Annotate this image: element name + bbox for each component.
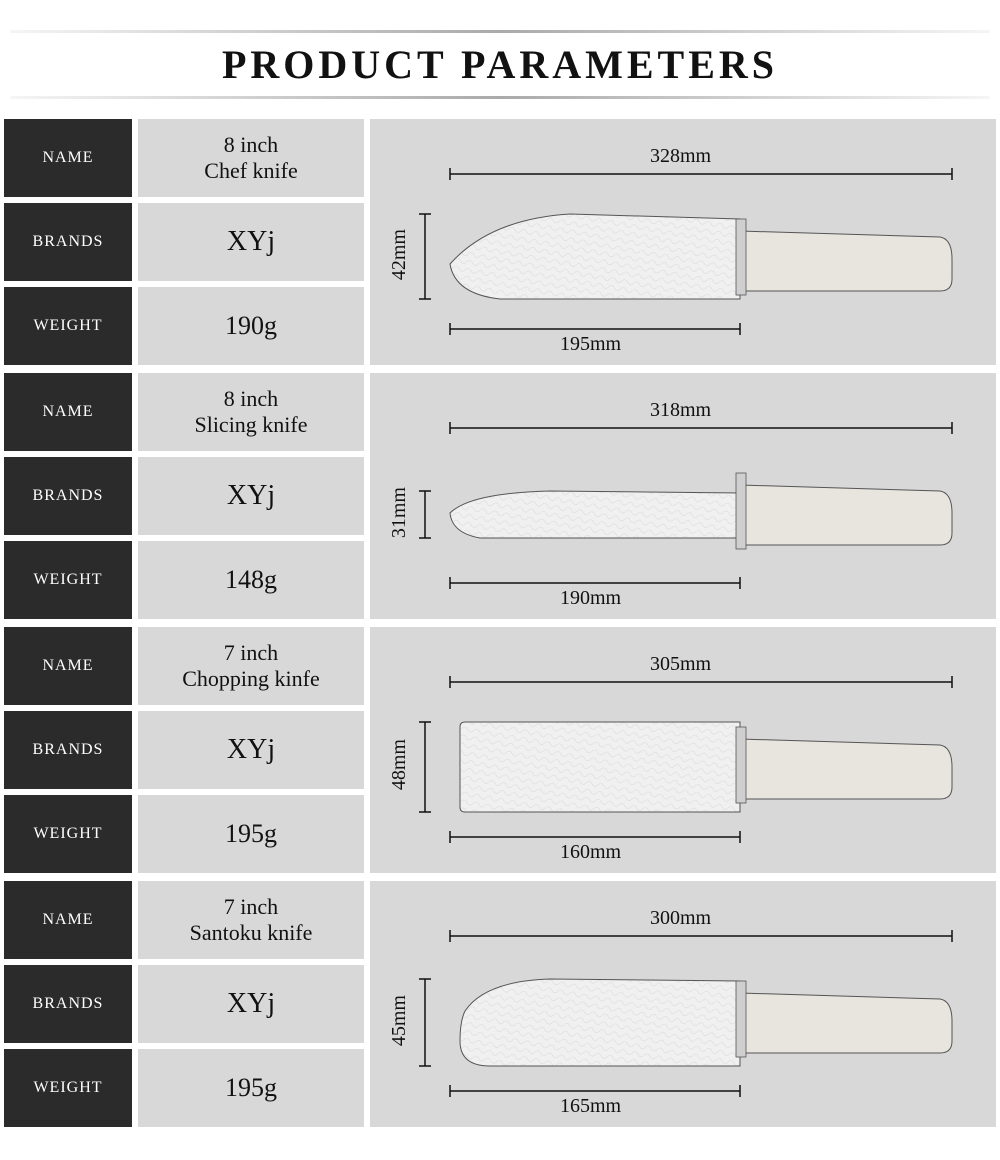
value-brand: XYj	[138, 203, 364, 281]
name-line1: 7 inch	[224, 894, 278, 920]
value-weight: 190g	[138, 287, 364, 365]
label-name: NAME	[4, 881, 132, 959]
product-row: NAME 8 inch Slicing knife BRANDS XYj WEI…	[4, 373, 996, 619]
label-brands: BRANDS	[4, 457, 132, 535]
spec-column: NAME 8 inch Chef knife BRANDS XYj WEIGHT…	[4, 119, 364, 365]
label-brands: BRANDS	[4, 711, 132, 789]
dim-blade-length: 190mm	[560, 587, 621, 610]
product-row: NAME 7 inch Chopping kinfe BRANDS XYj WE…	[4, 627, 996, 873]
page-title: PRODUCT PARAMETERS	[0, 41, 1000, 88]
spec-column: NAME 8 inch Slicing knife BRANDS XYj WEI…	[4, 373, 364, 619]
value-name: 8 inch Slicing knife	[138, 373, 364, 451]
label-weight: WEIGHT	[4, 541, 132, 619]
knife-diagram: 305mm 160mm 48mm	[370, 627, 996, 873]
dim-blade-height: 42mm	[388, 229, 411, 280]
value-name: 7 inch Chopping kinfe	[138, 627, 364, 705]
label-brands: BRANDS	[4, 965, 132, 1043]
header: PRODUCT PARAMETERS	[0, 0, 1000, 119]
label-name: NAME	[4, 119, 132, 197]
header-divider-top	[10, 30, 990, 33]
value-name: 8 inch Chef knife	[138, 119, 364, 197]
label-weight: WEIGHT	[4, 287, 132, 365]
value-brand: XYj	[138, 965, 364, 1043]
value-name: 7 inch Santoku knife	[138, 881, 364, 959]
value-brand: XYj	[138, 457, 364, 535]
dim-blade-length: 165mm	[560, 1095, 621, 1118]
label-name: NAME	[4, 627, 132, 705]
name-line1: 8 inch	[224, 132, 278, 158]
dim-blade-height: 48mm	[388, 739, 411, 790]
product-row: NAME 7 inch Santoku knife BRANDS XYj WEI…	[4, 881, 996, 1127]
dim-total-length: 318mm	[650, 399, 711, 422]
knife-diagram: 318mm 190mm 31mm	[370, 373, 996, 619]
knife-diagram: 300mm 165mm 45mm	[370, 881, 996, 1127]
name-line2: Santoku knife	[190, 920, 313, 946]
dim-blade-height: 45mm	[388, 995, 411, 1046]
value-weight: 195g	[138, 795, 364, 873]
value-weight: 195g	[138, 1049, 364, 1127]
spec-column: NAME 7 inch Santoku knife BRANDS XYj WEI…	[4, 881, 364, 1127]
dim-total-length: 305mm	[650, 653, 711, 676]
value-brand: XYj	[138, 711, 364, 789]
header-divider-bottom	[10, 96, 990, 99]
name-line2: Slicing knife	[194, 412, 307, 438]
product-row: NAME 8 inch Chef knife BRANDS XYj WEIGHT…	[4, 119, 996, 365]
dim-total-length: 328mm	[650, 145, 711, 168]
name-line1: 8 inch	[224, 386, 278, 412]
name-line1: 7 inch	[224, 640, 278, 666]
value-weight: 148g	[138, 541, 364, 619]
dim-blade-length: 160mm	[560, 841, 621, 864]
dim-blade-length: 195mm	[560, 333, 621, 356]
dim-blade-height: 31mm	[388, 487, 411, 538]
knife-diagram: 328mm 195mm 42mm	[370, 119, 996, 365]
spec-column: NAME 7 inch Chopping kinfe BRANDS XYj WE…	[4, 627, 364, 873]
label-weight: WEIGHT	[4, 795, 132, 873]
label-weight: WEIGHT	[4, 1049, 132, 1127]
label-brands: BRANDS	[4, 203, 132, 281]
dim-total-length: 300mm	[650, 907, 711, 930]
label-name: NAME	[4, 373, 132, 451]
name-line2: Chef knife	[204, 158, 297, 184]
name-line2: Chopping kinfe	[182, 666, 320, 692]
